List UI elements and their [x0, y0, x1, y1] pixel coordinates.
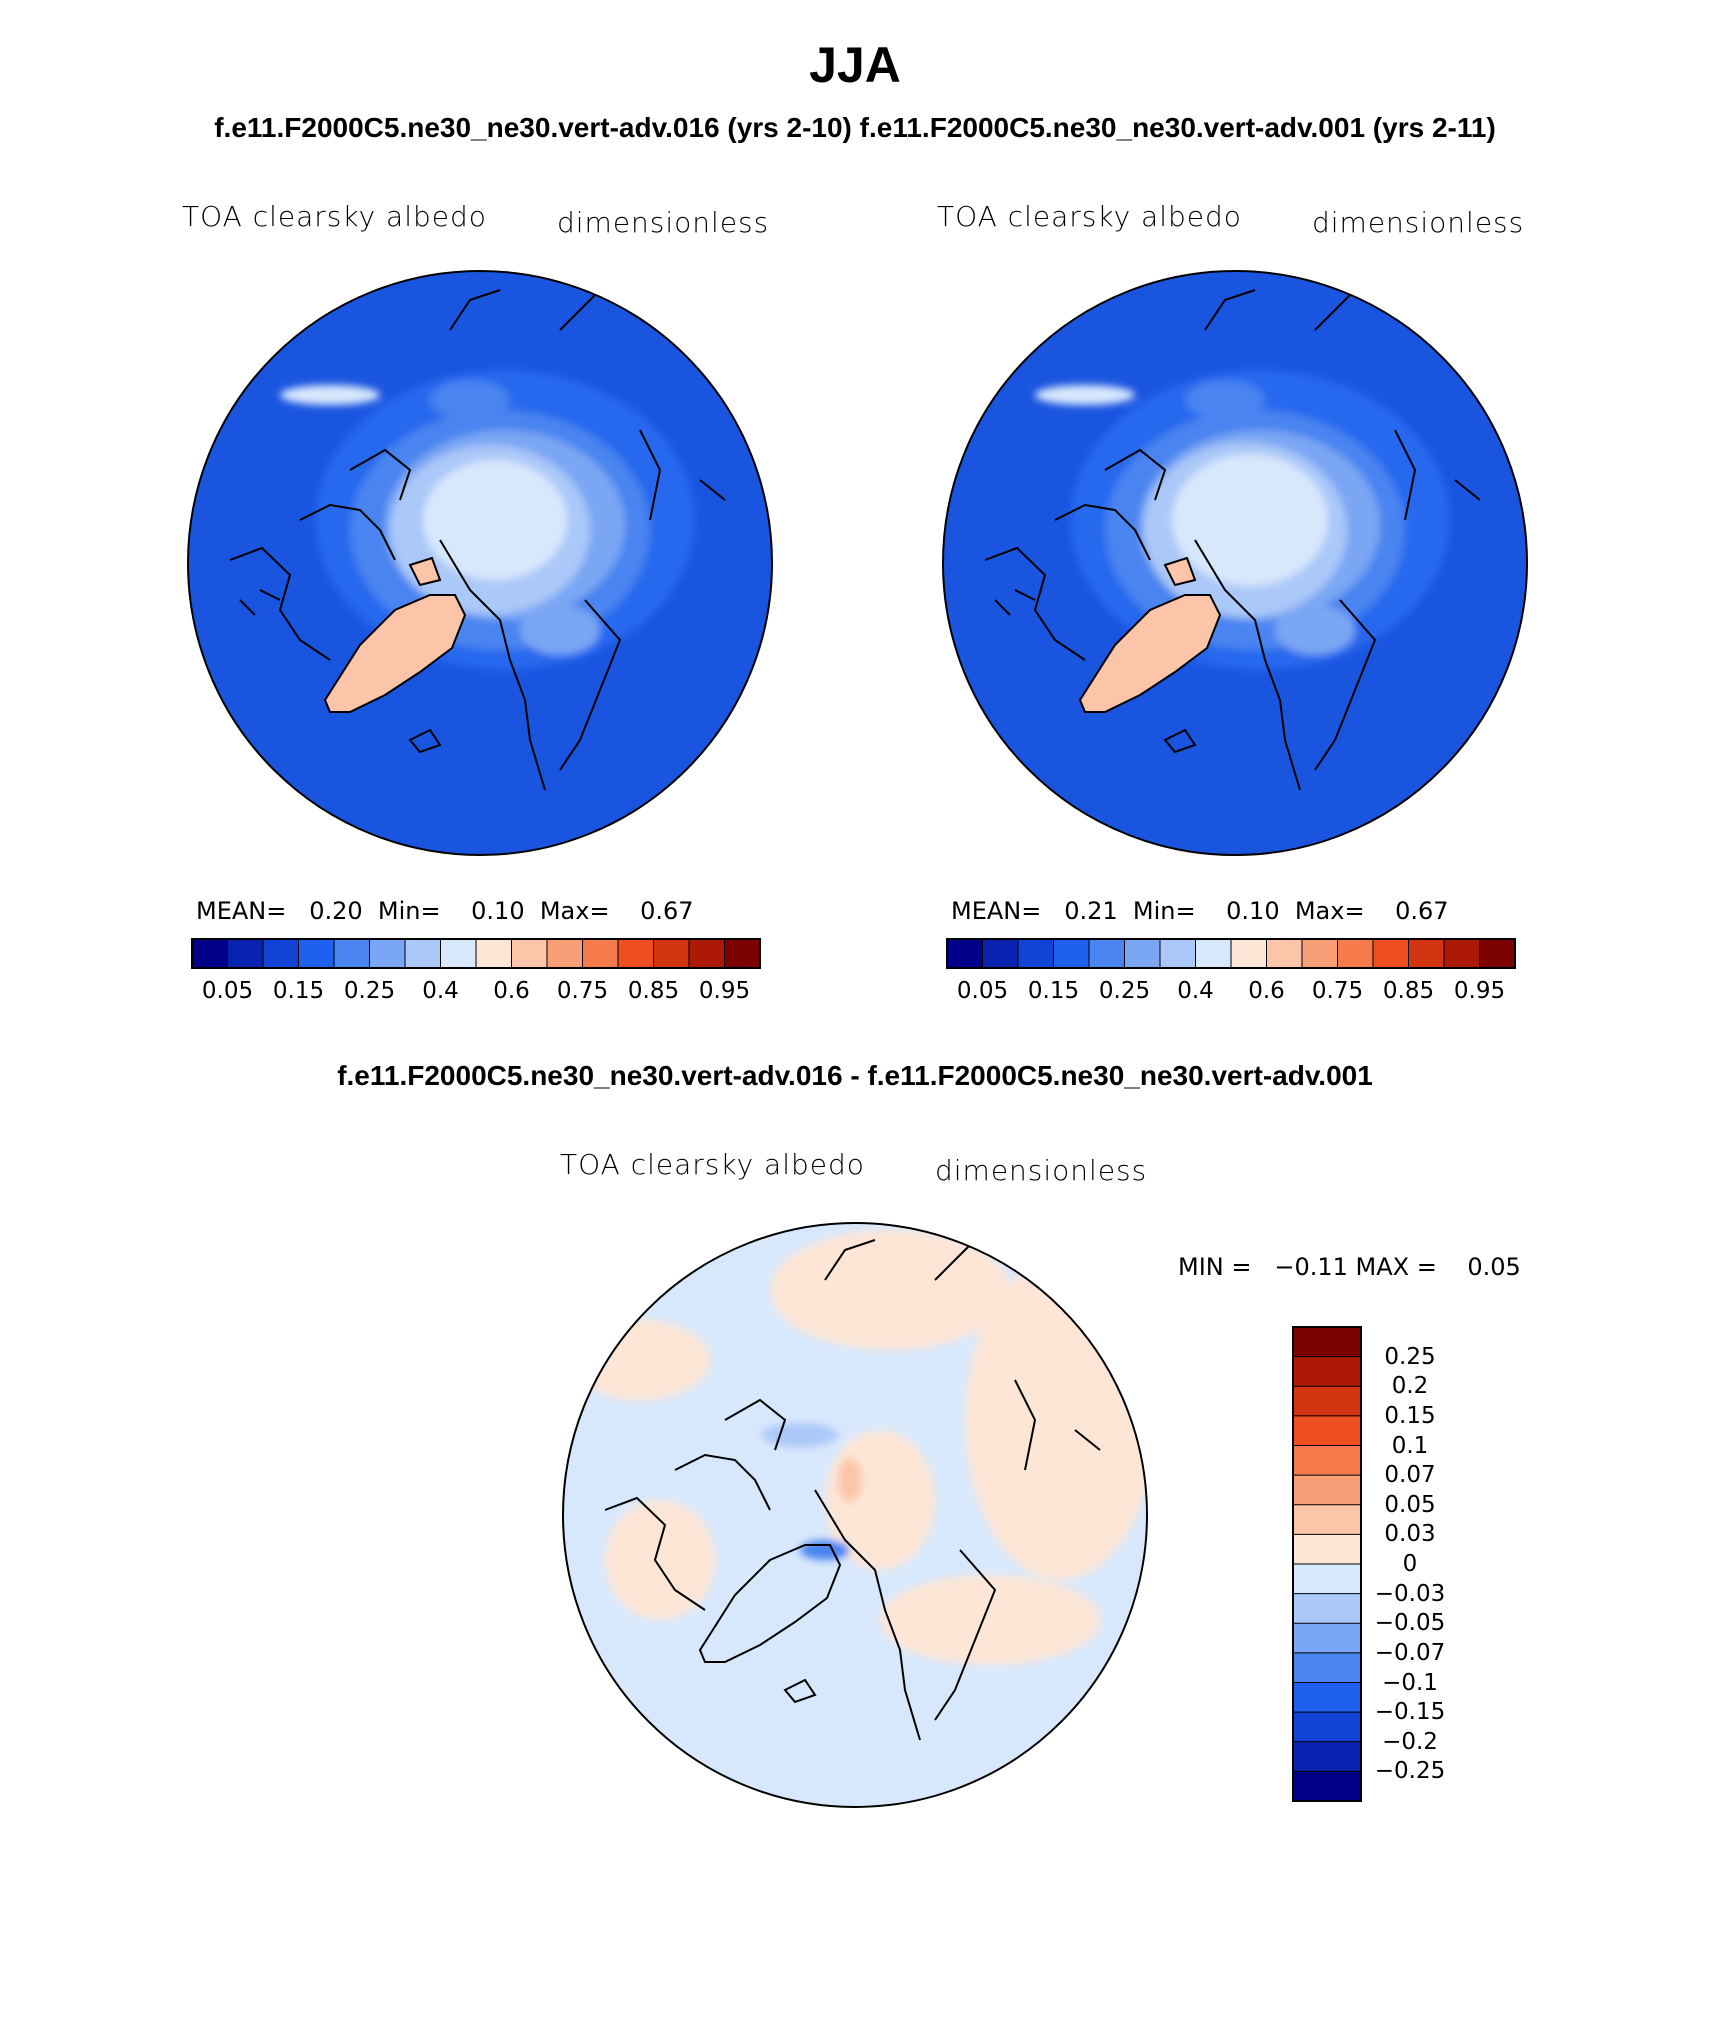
diff-colorbar-swatch [1292, 1385, 1362, 1417]
diff-colorbar-swatch [1292, 1474, 1362, 1506]
panel2-colorbar-swatch [982, 938, 1019, 969]
panel1-colorbar-swatch [440, 938, 477, 969]
page-title: JJA [809, 37, 901, 93]
panel2-colorbar-tick-label: 0.05 [956, 978, 1009, 1004]
panel2-units-label: dimensionless [1312, 206, 1525, 239]
panel1-colorbar-swatch [653, 938, 690, 969]
panel1-colorbar-swatch [475, 938, 513, 969]
panel2-colorbar-swatch [1443, 938, 1481, 969]
diff-colorbar-tick-label: 0.15 [1384, 1402, 1436, 1429]
panel2-colorbar [946, 938, 1516, 969]
diff-colorbar [1292, 1326, 1362, 1802]
panel1-variable-label: TOA clearsky albedo [182, 200, 487, 233]
diff-stats: MIN = −0.11 MAX = 0.05 [1178, 1253, 1521, 1281]
panel2-colorbar-swatch [1337, 938, 1374, 969]
panel2-colorbar-swatch [1017, 938, 1055, 969]
panel1-colorbar-swatch [511, 938, 548, 969]
diff-colorbar-tick-label: −0.2 [1382, 1728, 1438, 1755]
panel2-colorbar-swatch [1479, 938, 1516, 969]
panel2-colorbar-tick-label: 0.25 [1098, 978, 1151, 1004]
diff-colorbar-swatch [1292, 1563, 1362, 1595]
diff-colorbar-swatch [1292, 1504, 1362, 1536]
panel1-colorbar-swatch [546, 938, 584, 969]
panel1-colorbar-swatch [298, 938, 335, 969]
panel2-colorbar-tick-label: 0.4 [1177, 978, 1214, 1004]
panel1-colorbar-swatch [369, 938, 406, 969]
panel1-colorbar-swatch [617, 938, 655, 969]
diff-colorbar-tick-label: −0.03 [1374, 1580, 1446, 1607]
difference-map [562, 1222, 1148, 1808]
diff-colorbar-tick-label: −0.25 [1374, 1758, 1446, 1785]
diff-colorbar-swatch [1292, 1682, 1362, 1714]
diff-colorbar-tick-label: 0.05 [1384, 1491, 1436, 1518]
panel1-colorbar-swatch [333, 938, 371, 969]
panel1-colorbar-swatch [582, 938, 619, 969]
panel2-colorbar-tick-label: 0.85 [1382, 978, 1435, 1004]
diff-colorbar-swatch [1292, 1711, 1362, 1743]
panel1-colorbar-swatch [688, 938, 726, 969]
diff-colorbar-swatch [1292, 1622, 1362, 1654]
diff-colorbar-swatch [1292, 1652, 1362, 1684]
panel1-colorbar-tick-label: 0.05 [201, 978, 254, 1004]
difference-title: f.e11.F2000C5.ne30_ne30.vert-adv.016 - f… [337, 1060, 1373, 1091]
diff-colorbar-swatch [1292, 1593, 1362, 1625]
panel2-colorbar-tick-label: 0.95 [1453, 978, 1506, 1004]
diff-colorbar-swatch [1292, 1741, 1362, 1773]
panel1-colorbar-swatch [404, 938, 442, 969]
panel1-colorbar-tick-label: 0.25 [343, 978, 396, 1004]
diff-colorbar-tick-label: 0.03 [1384, 1521, 1436, 1548]
diff-colorbar-tick-label: −0.1 [1382, 1669, 1438, 1696]
panel2-stats: MEAN= 0.21 Min= 0.10 Max= 0.67 [951, 897, 1449, 925]
panel2-colorbar-swatch [1088, 938, 1126, 969]
panel2-colorbar-swatch [1053, 938, 1090, 969]
case-subtitle: f.e11.F2000C5.ne30_ne30.vert-adv.016 (yr… [214, 112, 1496, 143]
diff-colorbar-tick-label: 0.07 [1384, 1462, 1436, 1489]
panel1-stats: MEAN= 0.20 Min= 0.10 Max= 0.67 [196, 897, 694, 925]
diff-colorbar-swatch [1292, 1445, 1362, 1477]
diff-units-label: dimensionless [935, 1154, 1148, 1187]
panel2-colorbar-swatch [1266, 938, 1303, 969]
panel1-map [187, 270, 773, 856]
panel2-colorbar-tick-label: 0.75 [1311, 978, 1364, 1004]
panel1-colorbar-tick-label: 0.95 [698, 978, 751, 1004]
diff-colorbar-tick-label: −0.15 [1374, 1699, 1446, 1726]
diff-colorbar-tick-label: −0.07 [1374, 1639, 1446, 1666]
panel2-colorbar-tick-label: 0.6 [1248, 978, 1285, 1004]
diff-colorbar-swatch [1292, 1415, 1362, 1447]
panel2-colorbar-swatch [1372, 938, 1410, 969]
diff-colorbar-swatch [1292, 1770, 1362, 1802]
panel2-colorbar-swatch [1408, 938, 1445, 969]
diff-colorbar-tick-label: 0.25 [1384, 1343, 1436, 1370]
panel1-colorbar-tick-label: 0.4 [422, 978, 459, 1004]
panel2-colorbar-swatch [946, 938, 984, 969]
diff-colorbar-tick-label: 0.2 [1391, 1373, 1429, 1400]
panel1-colorbar-swatch [262, 938, 300, 969]
diff-variable-label: TOA clearsky albedo [560, 1148, 865, 1181]
panel2-map [942, 270, 1528, 856]
panel1-units-label: dimensionless [557, 206, 770, 239]
panel1-colorbar-swatch [191, 938, 229, 969]
panel1-colorbar-tick-label: 0.6 [493, 978, 530, 1004]
panel1-colorbar-tick-label: 0.15 [272, 978, 325, 1004]
panel2-colorbar-swatch [1230, 938, 1268, 969]
panel2-colorbar-swatch [1301, 938, 1339, 969]
diff-colorbar-swatch [1292, 1356, 1362, 1388]
panel1-colorbar-tick-label: 0.85 [627, 978, 680, 1004]
panel2-colorbar-swatch [1195, 938, 1232, 969]
panel1-colorbar-swatch [227, 938, 264, 969]
diff-colorbar-swatch [1292, 1533, 1362, 1565]
panel1-colorbar-tick-label: 0.75 [556, 978, 609, 1004]
diff-colorbar-swatch [1292, 1326, 1362, 1358]
panel1-colorbar-swatch [724, 938, 761, 969]
panel1-colorbar [191, 938, 761, 969]
diff-colorbar-tick-label: 0.1 [1391, 1432, 1429, 1459]
panel2-variable-label: TOA clearsky albedo [937, 200, 1242, 233]
diff-colorbar-tick-label: −0.05 [1374, 1610, 1446, 1637]
panel2-colorbar-swatch [1159, 938, 1197, 969]
panel2-colorbar-tick-label: 0.15 [1027, 978, 1080, 1004]
diff-colorbar-tick-label: 0 [1402, 1551, 1418, 1577]
panel2-colorbar-swatch [1124, 938, 1161, 969]
